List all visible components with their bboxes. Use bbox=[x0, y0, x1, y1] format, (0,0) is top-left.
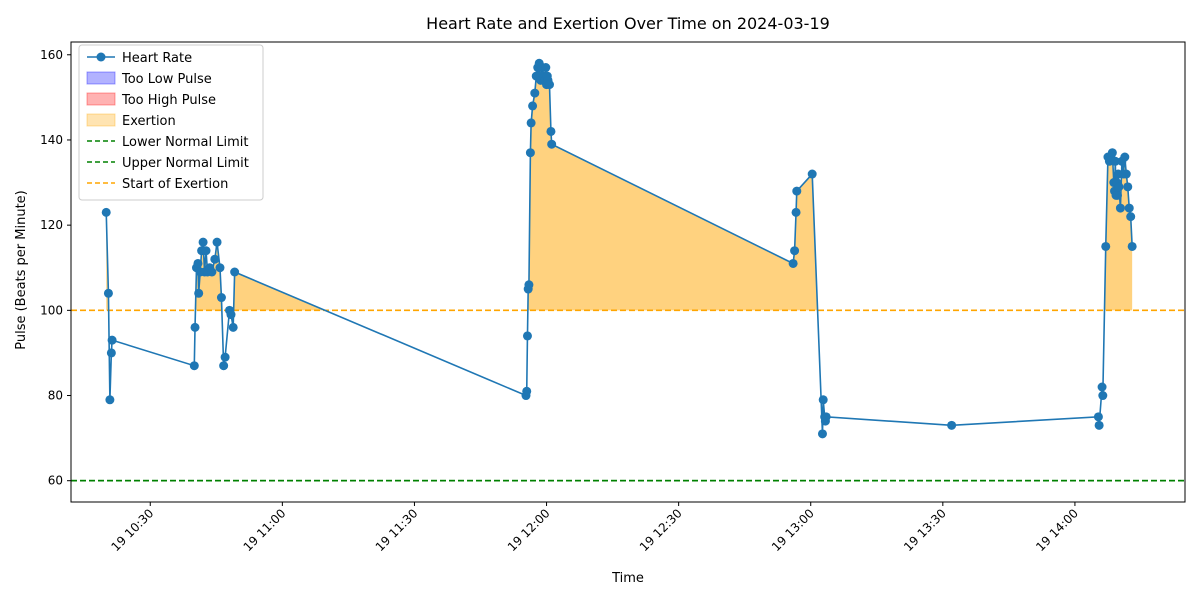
heart-rate-point bbox=[522, 331, 532, 341]
heart-rate-point bbox=[103, 288, 113, 298]
exertion-area bbox=[106, 63, 1133, 311]
x-tick-label: 19 11:30 bbox=[373, 506, 421, 554]
x-tick-label: 19 12:30 bbox=[637, 506, 685, 554]
y-axis-label: Pulse (Beats per Minute) bbox=[14, 190, 29, 350]
x-tick-label: 19 10:30 bbox=[109, 506, 157, 554]
heart-rate-point bbox=[821, 412, 831, 422]
legend-label: Start of Exertion bbox=[122, 177, 228, 192]
legend-item: Too High Pulse bbox=[86, 92, 216, 108]
heart-rate-point bbox=[807, 169, 817, 179]
legend-item: Too Low Pulse bbox=[86, 71, 212, 87]
heart-rate-point bbox=[1112, 190, 1122, 200]
heart-rate-point bbox=[1101, 241, 1111, 251]
heart-rate-point bbox=[522, 386, 532, 396]
heart-rate-point bbox=[818, 395, 828, 405]
heart-rate-point bbox=[106, 348, 116, 358]
heart-rate-point bbox=[524, 280, 534, 290]
heart-rate-point bbox=[215, 263, 225, 273]
legend-patch-swatch bbox=[86, 113, 116, 127]
heart-rate-point bbox=[526, 118, 536, 128]
heart-rate-point bbox=[230, 267, 240, 277]
heart-rate-point bbox=[1127, 241, 1137, 251]
heart-rate-point bbox=[226, 310, 236, 320]
legend-label: Exertion bbox=[122, 114, 176, 129]
x-tick-label: 19 13:30 bbox=[901, 506, 949, 554]
legend-patch-swatch bbox=[86, 71, 116, 85]
heart-rate-point bbox=[1123, 182, 1133, 192]
x-axis-label: Time bbox=[611, 571, 644, 586]
heart-rate-point bbox=[1097, 382, 1107, 392]
y-tick-label: 160 bbox=[40, 48, 63, 62]
legend-label: Heart Rate bbox=[122, 51, 192, 66]
heart-rate-point bbox=[790, 246, 800, 256]
heart-rate-point bbox=[1126, 212, 1136, 222]
heart-rate-point bbox=[228, 322, 238, 332]
heart-rate-point bbox=[198, 237, 208, 247]
heart-rate-point bbox=[947, 420, 957, 430]
heart-rate-point bbox=[1094, 420, 1104, 430]
y-tick-label: 120 bbox=[40, 218, 63, 232]
heart-rate-point bbox=[1114, 182, 1124, 192]
heart-rate-point bbox=[547, 139, 557, 149]
heart-rate-point bbox=[528, 101, 538, 111]
legend-marker-swatch bbox=[96, 52, 106, 62]
legend-label: Lower Normal Limit bbox=[122, 135, 248, 150]
heart-rate-point bbox=[212, 237, 222, 247]
y-tick-label: 80 bbox=[48, 389, 63, 403]
x-tick-label: 19 14:00 bbox=[1033, 506, 1081, 554]
heart-rate-point bbox=[544, 80, 554, 90]
x-tick-label: 19 13:00 bbox=[769, 506, 817, 554]
heart-rate-point bbox=[219, 361, 229, 371]
y-tick-label: 100 bbox=[40, 303, 63, 317]
heart-rate-point bbox=[1098, 391, 1108, 401]
x-tick-label: 19 11:00 bbox=[241, 506, 289, 554]
legend-label: Too High Pulse bbox=[121, 93, 216, 108]
plot-area bbox=[71, 58, 1185, 482]
legend-patch-swatch bbox=[86, 92, 116, 106]
heart-rate-point bbox=[105, 395, 115, 405]
legend-item: Upper Normal Limit bbox=[87, 156, 249, 171]
heart-rate-point bbox=[194, 288, 204, 298]
legend-item: Start of Exertion bbox=[87, 177, 228, 192]
heart-rate-point bbox=[788, 258, 798, 268]
heart-rate-point bbox=[201, 246, 211, 256]
heart-rate-point bbox=[792, 186, 802, 196]
heart-rate-point bbox=[1107, 148, 1117, 158]
y-tick-label: 140 bbox=[40, 133, 63, 147]
heart-rate-point bbox=[1093, 412, 1103, 422]
heart-rate-point bbox=[193, 258, 203, 268]
y-tick-label: 60 bbox=[48, 474, 63, 488]
legend-item: Heart Rate bbox=[87, 51, 192, 66]
heart-rate-point bbox=[1115, 203, 1125, 213]
x-tick-label: 19 12:00 bbox=[505, 506, 553, 554]
plot-frame bbox=[70, 41, 1186, 503]
heart-rate-point bbox=[530, 88, 540, 98]
heart-rate-point bbox=[1121, 169, 1131, 179]
legend: Heart Rate Too Low Pulse Too High Pulse Exe… bbox=[78, 44, 264, 201]
heart-rate-point bbox=[101, 207, 111, 217]
heart-rate-point bbox=[190, 322, 200, 332]
heart-rate-point bbox=[216, 293, 226, 303]
chart-title: Heart Rate and Exertion Over Time on 202… bbox=[426, 14, 830, 33]
legend-box bbox=[78, 44, 264, 201]
heart-rate-point bbox=[817, 429, 827, 439]
heart-rate-point bbox=[189, 361, 199, 371]
legend-label: Too Low Pulse bbox=[121, 72, 212, 87]
heart-rate-point bbox=[791, 207, 801, 217]
legend-label: Upper Normal Limit bbox=[122, 156, 249, 171]
legend-item: Exertion bbox=[86, 113, 176, 129]
heart-rate-point bbox=[210, 254, 220, 264]
heart-rate-point bbox=[1120, 152, 1130, 162]
heart-rate-point bbox=[1124, 203, 1134, 213]
heart-rate-point bbox=[107, 335, 117, 345]
heart-rate-point bbox=[220, 352, 230, 362]
legend-item: Lower Normal Limit bbox=[87, 135, 248, 150]
heart-rate-point bbox=[207, 267, 217, 277]
heart-rate-point bbox=[541, 63, 551, 73]
heart-rate-point bbox=[546, 126, 556, 136]
heart-rate-point bbox=[525, 148, 535, 158]
heart-rate-point bbox=[1110, 156, 1120, 166]
